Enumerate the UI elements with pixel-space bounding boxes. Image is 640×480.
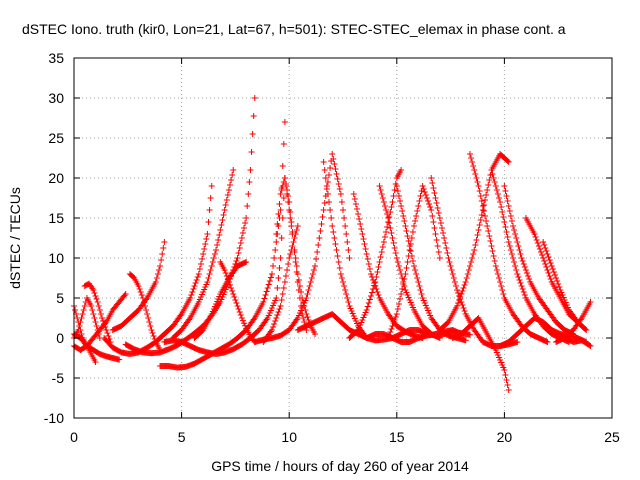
series-28 [449,315,512,393]
series-marks [126,271,164,353]
series-marks [376,183,443,341]
series-34 [540,239,590,333]
y-tick-label: -10 [44,410,64,426]
x-tick-label: 0 [70,429,78,445]
series-18 [260,223,301,345]
series-14 [217,259,258,345]
series-marks [544,327,594,349]
x-tick-label: 25 [604,429,620,445]
x-tick-label: 15 [389,429,405,445]
series-8 [126,271,164,353]
axis-ticks: 0 5 10 15 20 25 -10 -5 0 5 10 15 20 25 30 35 [44,50,620,445]
series-3 [81,280,114,345]
y-axis-label: dSTEC / TECUs [7,187,23,289]
x-tick-label: 20 [497,429,513,445]
series-29 [466,151,551,345]
series-31 [501,183,577,337]
y-tick-label: 25 [48,130,64,146]
x-tick-label: 5 [178,429,186,445]
series-marks [161,175,288,357]
series-marks [81,280,114,345]
series-21 [346,167,405,341]
series-30 [488,167,572,345]
y-tick-label: 10 [48,250,64,266]
series-marks [449,315,512,393]
series-13 [191,259,250,341]
series-marks [169,167,237,341]
series-marks [109,239,168,333]
series-27 [436,151,512,333]
chart-title: dSTEC Iono. truth (kir0, Lon=21, Lat=67,… [22,21,566,37]
y-tick-label: 20 [48,170,64,186]
series-marks [385,183,443,341]
series-marks [346,167,405,341]
grid-lines [74,58,612,418]
plot-frame [73,57,613,419]
y-tick-label: 0 [56,330,64,346]
series-36 [544,327,594,349]
x-axis-label: GPS time / hours of day 260 of year 2014 [211,458,469,474]
y-tick-label: 5 [56,290,64,306]
series-marks [488,167,572,345]
data-points [71,95,594,393]
y-tick-label: 30 [48,90,64,106]
y-tick-label: 15 [48,210,64,226]
series-23 [376,183,443,341]
series-marks [260,223,301,345]
y-tick-label: -5 [52,370,65,386]
series-marks [217,259,258,345]
series-marks [436,151,512,333]
series-marks [191,259,250,341]
series-marks [540,239,590,333]
series-12 [169,167,237,341]
y-tick-label: 35 [48,50,64,66]
x-tick-label: 10 [281,429,297,445]
series-7 [109,239,168,333]
series-marks [501,183,577,337]
series-25 [385,183,443,341]
series-marks [466,151,551,345]
series-11 [161,175,288,357]
